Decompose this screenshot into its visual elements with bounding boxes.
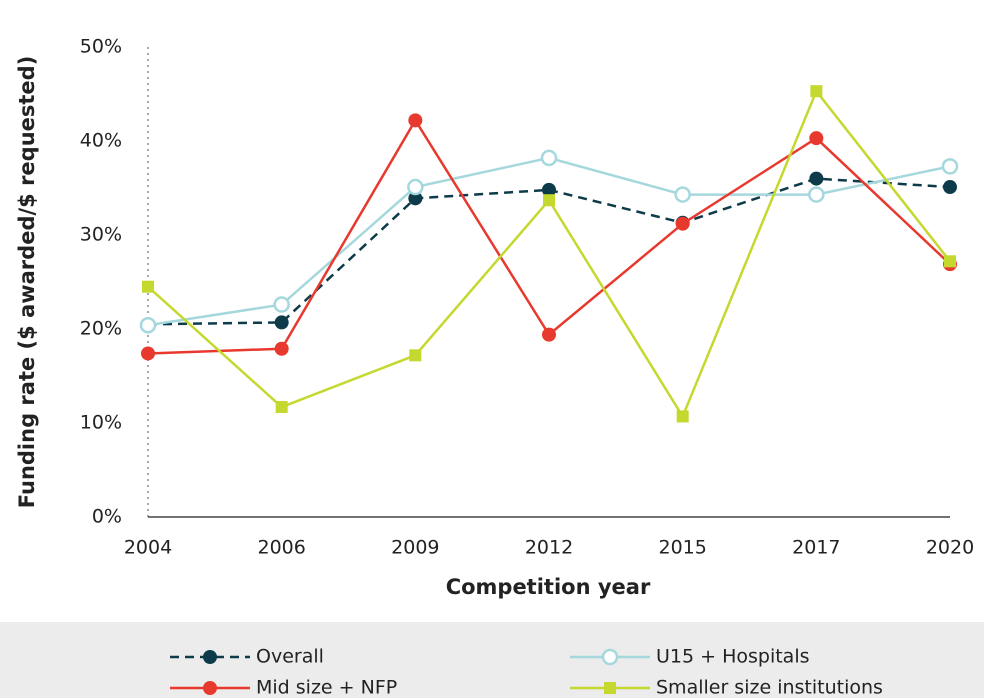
x-tick-label: 2012 xyxy=(525,537,573,559)
x-tick-label: 2004 xyxy=(124,537,172,559)
x-tick-label: 2006 xyxy=(257,537,305,559)
y-tick-label: 20% xyxy=(80,318,122,340)
point xyxy=(808,186,825,203)
point xyxy=(943,180,957,195)
point xyxy=(409,349,422,362)
point xyxy=(275,401,288,414)
y-tick-label: 0% xyxy=(92,506,122,528)
y-tick-label: 40% xyxy=(80,130,122,152)
point xyxy=(809,131,824,146)
point xyxy=(408,191,423,206)
point xyxy=(809,171,824,186)
y-tick-label: 50% xyxy=(80,36,122,58)
legend-label: Overall xyxy=(256,646,324,668)
point xyxy=(139,316,157,334)
legend-label: Smaller size institutions xyxy=(656,677,883,698)
point xyxy=(944,255,956,268)
point xyxy=(274,315,289,330)
legend-marker xyxy=(203,650,217,664)
point xyxy=(408,113,423,128)
point xyxy=(941,158,959,175)
point xyxy=(674,186,691,203)
legend-label: U15 + Hospitals xyxy=(656,646,810,668)
y-tick-label: 30% xyxy=(80,224,122,246)
point xyxy=(407,178,424,196)
point xyxy=(141,346,155,361)
point xyxy=(274,341,289,356)
legend-background xyxy=(0,622,984,698)
point xyxy=(142,280,154,293)
point xyxy=(543,194,555,207)
point xyxy=(273,296,290,313)
y-axis-label: Funding rate ($ awarded/$ requested) xyxy=(15,56,39,509)
point xyxy=(676,410,689,423)
x-tick-label: 2017 xyxy=(792,537,840,559)
x-tick-label: 2015 xyxy=(658,537,706,559)
y-tick-label: 10% xyxy=(80,412,122,434)
point xyxy=(810,85,823,98)
point xyxy=(540,149,558,167)
x-axis-label: Competition year xyxy=(446,575,651,599)
legend-marker xyxy=(203,681,217,695)
point xyxy=(542,182,556,197)
point xyxy=(542,327,556,342)
series-line xyxy=(147,88,951,420)
legend-marker xyxy=(604,682,616,694)
legend-marker xyxy=(601,648,619,666)
x-tick-label: 2020 xyxy=(926,537,974,559)
point xyxy=(675,216,690,231)
legend-label: Mid size + NFP xyxy=(256,677,397,698)
x-tick-label: 2009 xyxy=(391,537,439,559)
